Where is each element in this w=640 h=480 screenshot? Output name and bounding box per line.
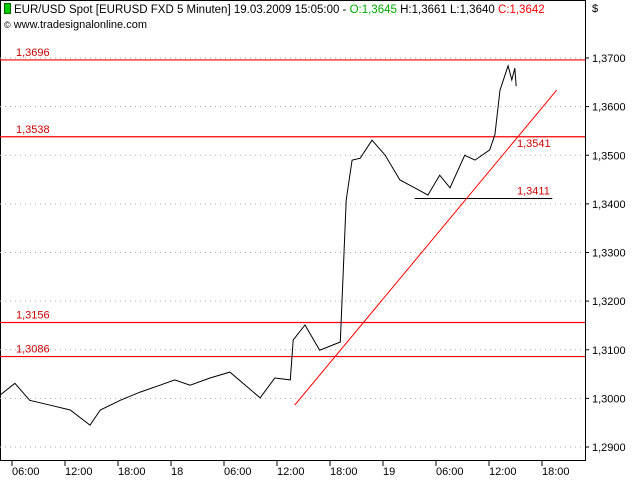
close-value: C:1,3642 [497, 4, 545, 16]
price-line [0, 64, 517, 426]
y-tick-label: 1,3400 [592, 199, 626, 211]
low-value: L:1,3640 [450, 4, 495, 16]
y-tick-label: 1,3300 [592, 248, 626, 260]
source-label: © www.tradesignalonline.com [4, 19, 147, 31]
plot-border [0, 0, 586, 461]
x-tick-label: 18:00 [542, 466, 570, 478]
x-tick-label: 06:00 [224, 466, 252, 478]
x-tick-label: 12:00 [65, 466, 93, 478]
x-tick-label: 19 [383, 466, 395, 478]
level-label: 1,3086 [16, 344, 50, 356]
trend-label: 1,3541 [517, 138, 551, 150]
trend-line [294, 89, 558, 406]
x-tick-label: 06:00 [12, 466, 40, 478]
y-tick-label: 1,3700 [592, 53, 626, 65]
y-tick-label: 1,3500 [592, 150, 626, 162]
currency-label: $ [592, 3, 599, 15]
x-tick-label: 06:00 [436, 466, 464, 478]
support-label: 1,3411 [517, 186, 550, 198]
level-label: 1,3538 [16, 124, 50, 136]
y-tick-label: 1,2900 [592, 442, 626, 454]
x-tick-label: 18:00 [330, 466, 358, 478]
level-label: 1,3156 [16, 310, 50, 322]
y-tick-label: 1,3200 [592, 296, 626, 308]
candle-icon [4, 3, 11, 14]
source-url: www.tradesignalonline.com [13, 19, 147, 31]
y-tick-label: 1,3100 [592, 345, 626, 357]
x-tick-label: 18:00 [118, 466, 146, 478]
x-tick-label: 12:00 [277, 466, 305, 478]
y-tick-label: 1,3600 [592, 102, 626, 114]
copyright-icon: © [4, 20, 11, 30]
open-value: O:1,3645 [349, 4, 397, 16]
chart-legend: EUR/USD Spot [EURUSD FXD 5 Minuten] 19.0… [4, 3, 545, 16]
instrument-label: EUR/USD Spot [EURUSD FXD 5 Minuten] 19.0… [14, 4, 350, 16]
x-tick-label: 18 [171, 466, 183, 478]
x-tick-label: 12:00 [489, 466, 517, 478]
level-label: 1,3696 [16, 47, 50, 59]
y-tick-label: 1,3000 [592, 393, 626, 405]
high-value: H:1,3661 [400, 4, 447, 16]
